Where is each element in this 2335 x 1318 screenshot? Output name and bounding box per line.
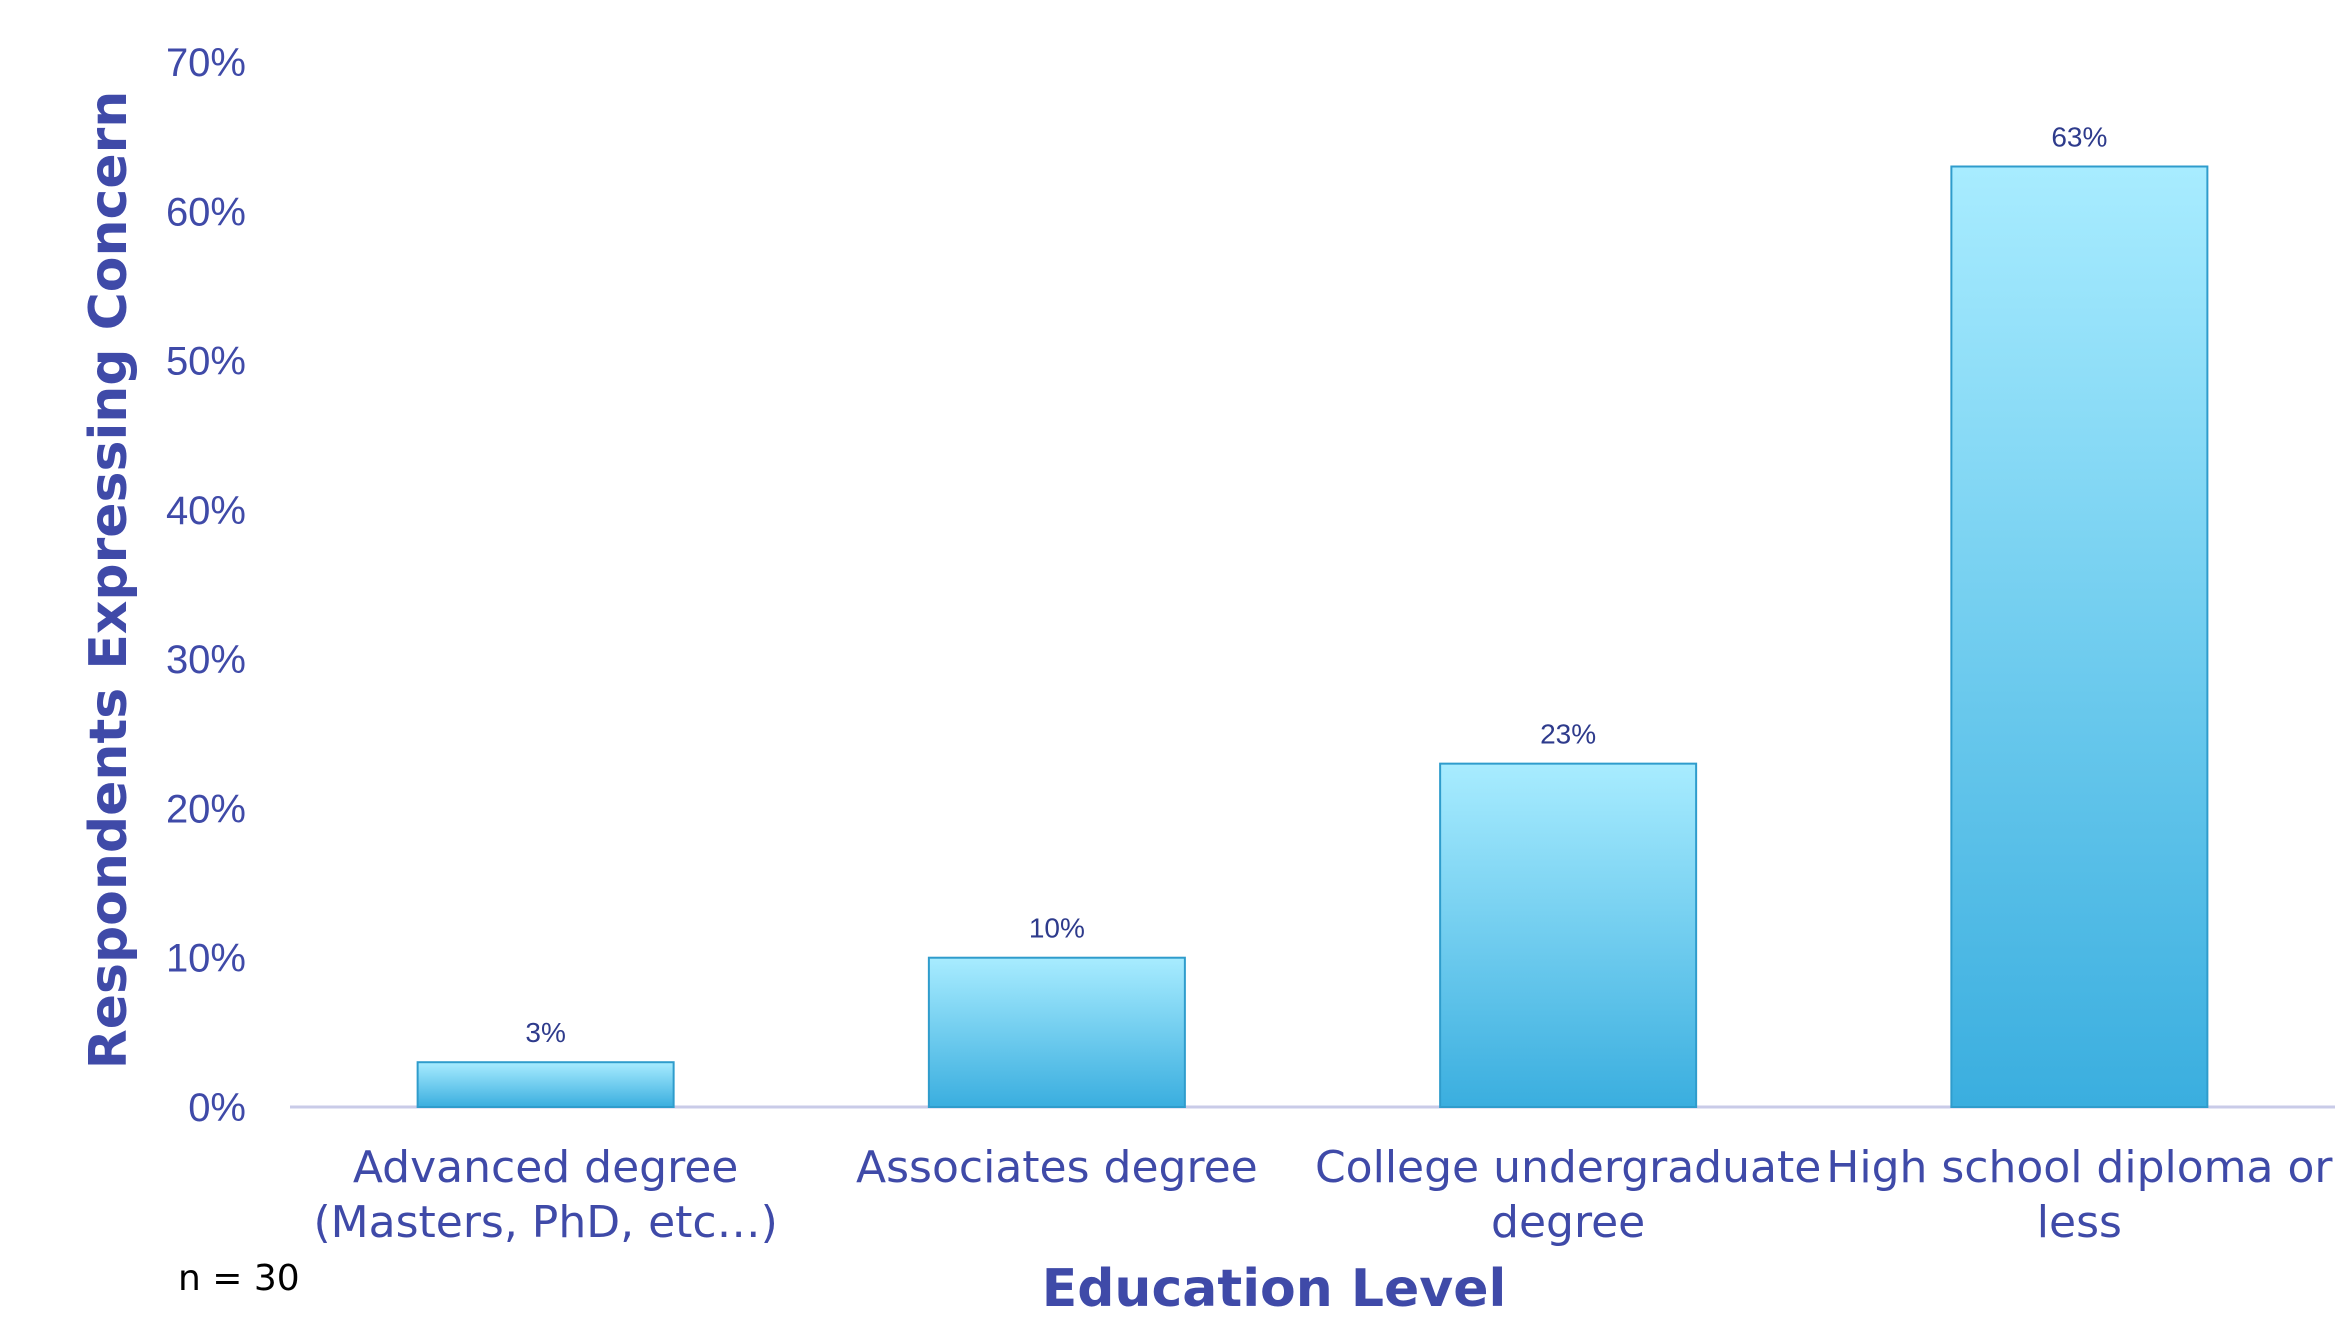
x-axis-category-labels: Advanced degree(Masters, PhD, etc…) Assoc…: [313, 1142, 2333, 1248]
bar: [927, 956, 1186, 1109]
category-label: less: [2037, 1197, 2122, 1248]
bar: [416, 1061, 675, 1108]
y-axis-title: Respondents Expressing Concern: [79, 91, 139, 1070]
y-tick-label: 60%: [166, 190, 246, 234]
category-label: Advanced degree: [353, 1142, 739, 1193]
category-label: degree: [1491, 1197, 1645, 1248]
sample-size-note: n = 30: [178, 1258, 300, 1299]
category-label: College undergraduate: [1315, 1142, 1821, 1193]
bar: [1950, 165, 2209, 1108]
bar: [1439, 762, 1698, 1109]
y-tick-label: 70%: [166, 41, 246, 85]
y-tick-label: 0%: [188, 1086, 246, 1130]
data-label: 23%: [1540, 719, 1596, 750]
y-tick-label: 40%: [166, 489, 246, 533]
data-labels: 3% 10% 23% 63%: [525, 122, 2107, 1049]
y-tick-label: 20%: [166, 787, 246, 831]
category-label: High school diploma or: [1826, 1142, 2333, 1193]
y-axis-ticks: 0% 10% 20% 30% 40% 50% 60% 70%: [166, 41, 246, 1130]
y-tick-label: 10%: [166, 937, 246, 981]
category-label: Associates degree: [856, 1142, 1258, 1193]
data-label: 63%: [2051, 122, 2107, 153]
y-tick-label: 30%: [166, 638, 246, 682]
bars: [416, 165, 2209, 1109]
data-label: 3%: [525, 1017, 565, 1048]
category-label: (Masters, PhD, etc…): [313, 1197, 777, 1248]
data-label: 10%: [1029, 913, 1085, 944]
x-axis-title: Education Level: [1042, 1259, 1507, 1318]
y-tick-label: 50%: [166, 340, 246, 384]
